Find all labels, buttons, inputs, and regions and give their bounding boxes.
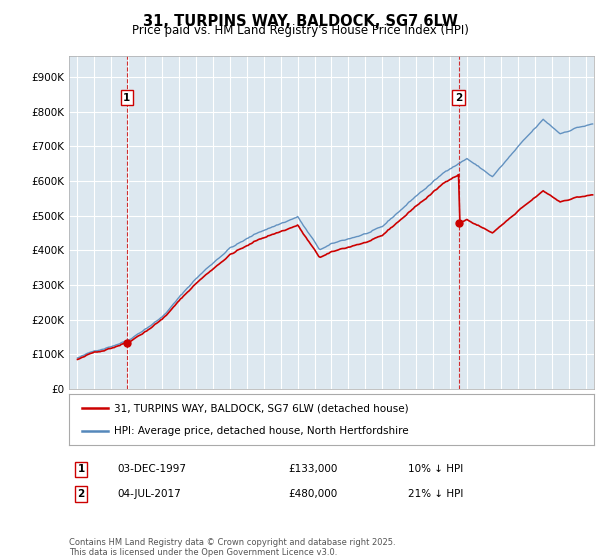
Text: 04-JUL-2017: 04-JUL-2017 (117, 489, 181, 499)
Text: 31, TURPINS WAY, BALDOCK, SG7 6LW: 31, TURPINS WAY, BALDOCK, SG7 6LW (143, 14, 457, 29)
Text: 1: 1 (77, 464, 85, 474)
Text: 03-DEC-1997: 03-DEC-1997 (117, 464, 186, 474)
Text: 31, TURPINS WAY, BALDOCK, SG7 6LW (detached house): 31, TURPINS WAY, BALDOCK, SG7 6LW (detac… (113, 403, 408, 413)
Text: Contains HM Land Registry data © Crown copyright and database right 2025.
This d: Contains HM Land Registry data © Crown c… (69, 538, 395, 557)
Text: £480,000: £480,000 (288, 489, 337, 499)
Text: 2: 2 (77, 489, 85, 499)
Text: 2: 2 (455, 92, 462, 102)
Text: £133,000: £133,000 (288, 464, 337, 474)
Text: Price paid vs. HM Land Registry's House Price Index (HPI): Price paid vs. HM Land Registry's House … (131, 24, 469, 37)
Text: 1: 1 (123, 92, 131, 102)
Text: 10% ↓ HPI: 10% ↓ HPI (408, 464, 463, 474)
Text: HPI: Average price, detached house, North Hertfordshire: HPI: Average price, detached house, Nort… (113, 426, 408, 436)
Text: 21% ↓ HPI: 21% ↓ HPI (408, 489, 463, 499)
